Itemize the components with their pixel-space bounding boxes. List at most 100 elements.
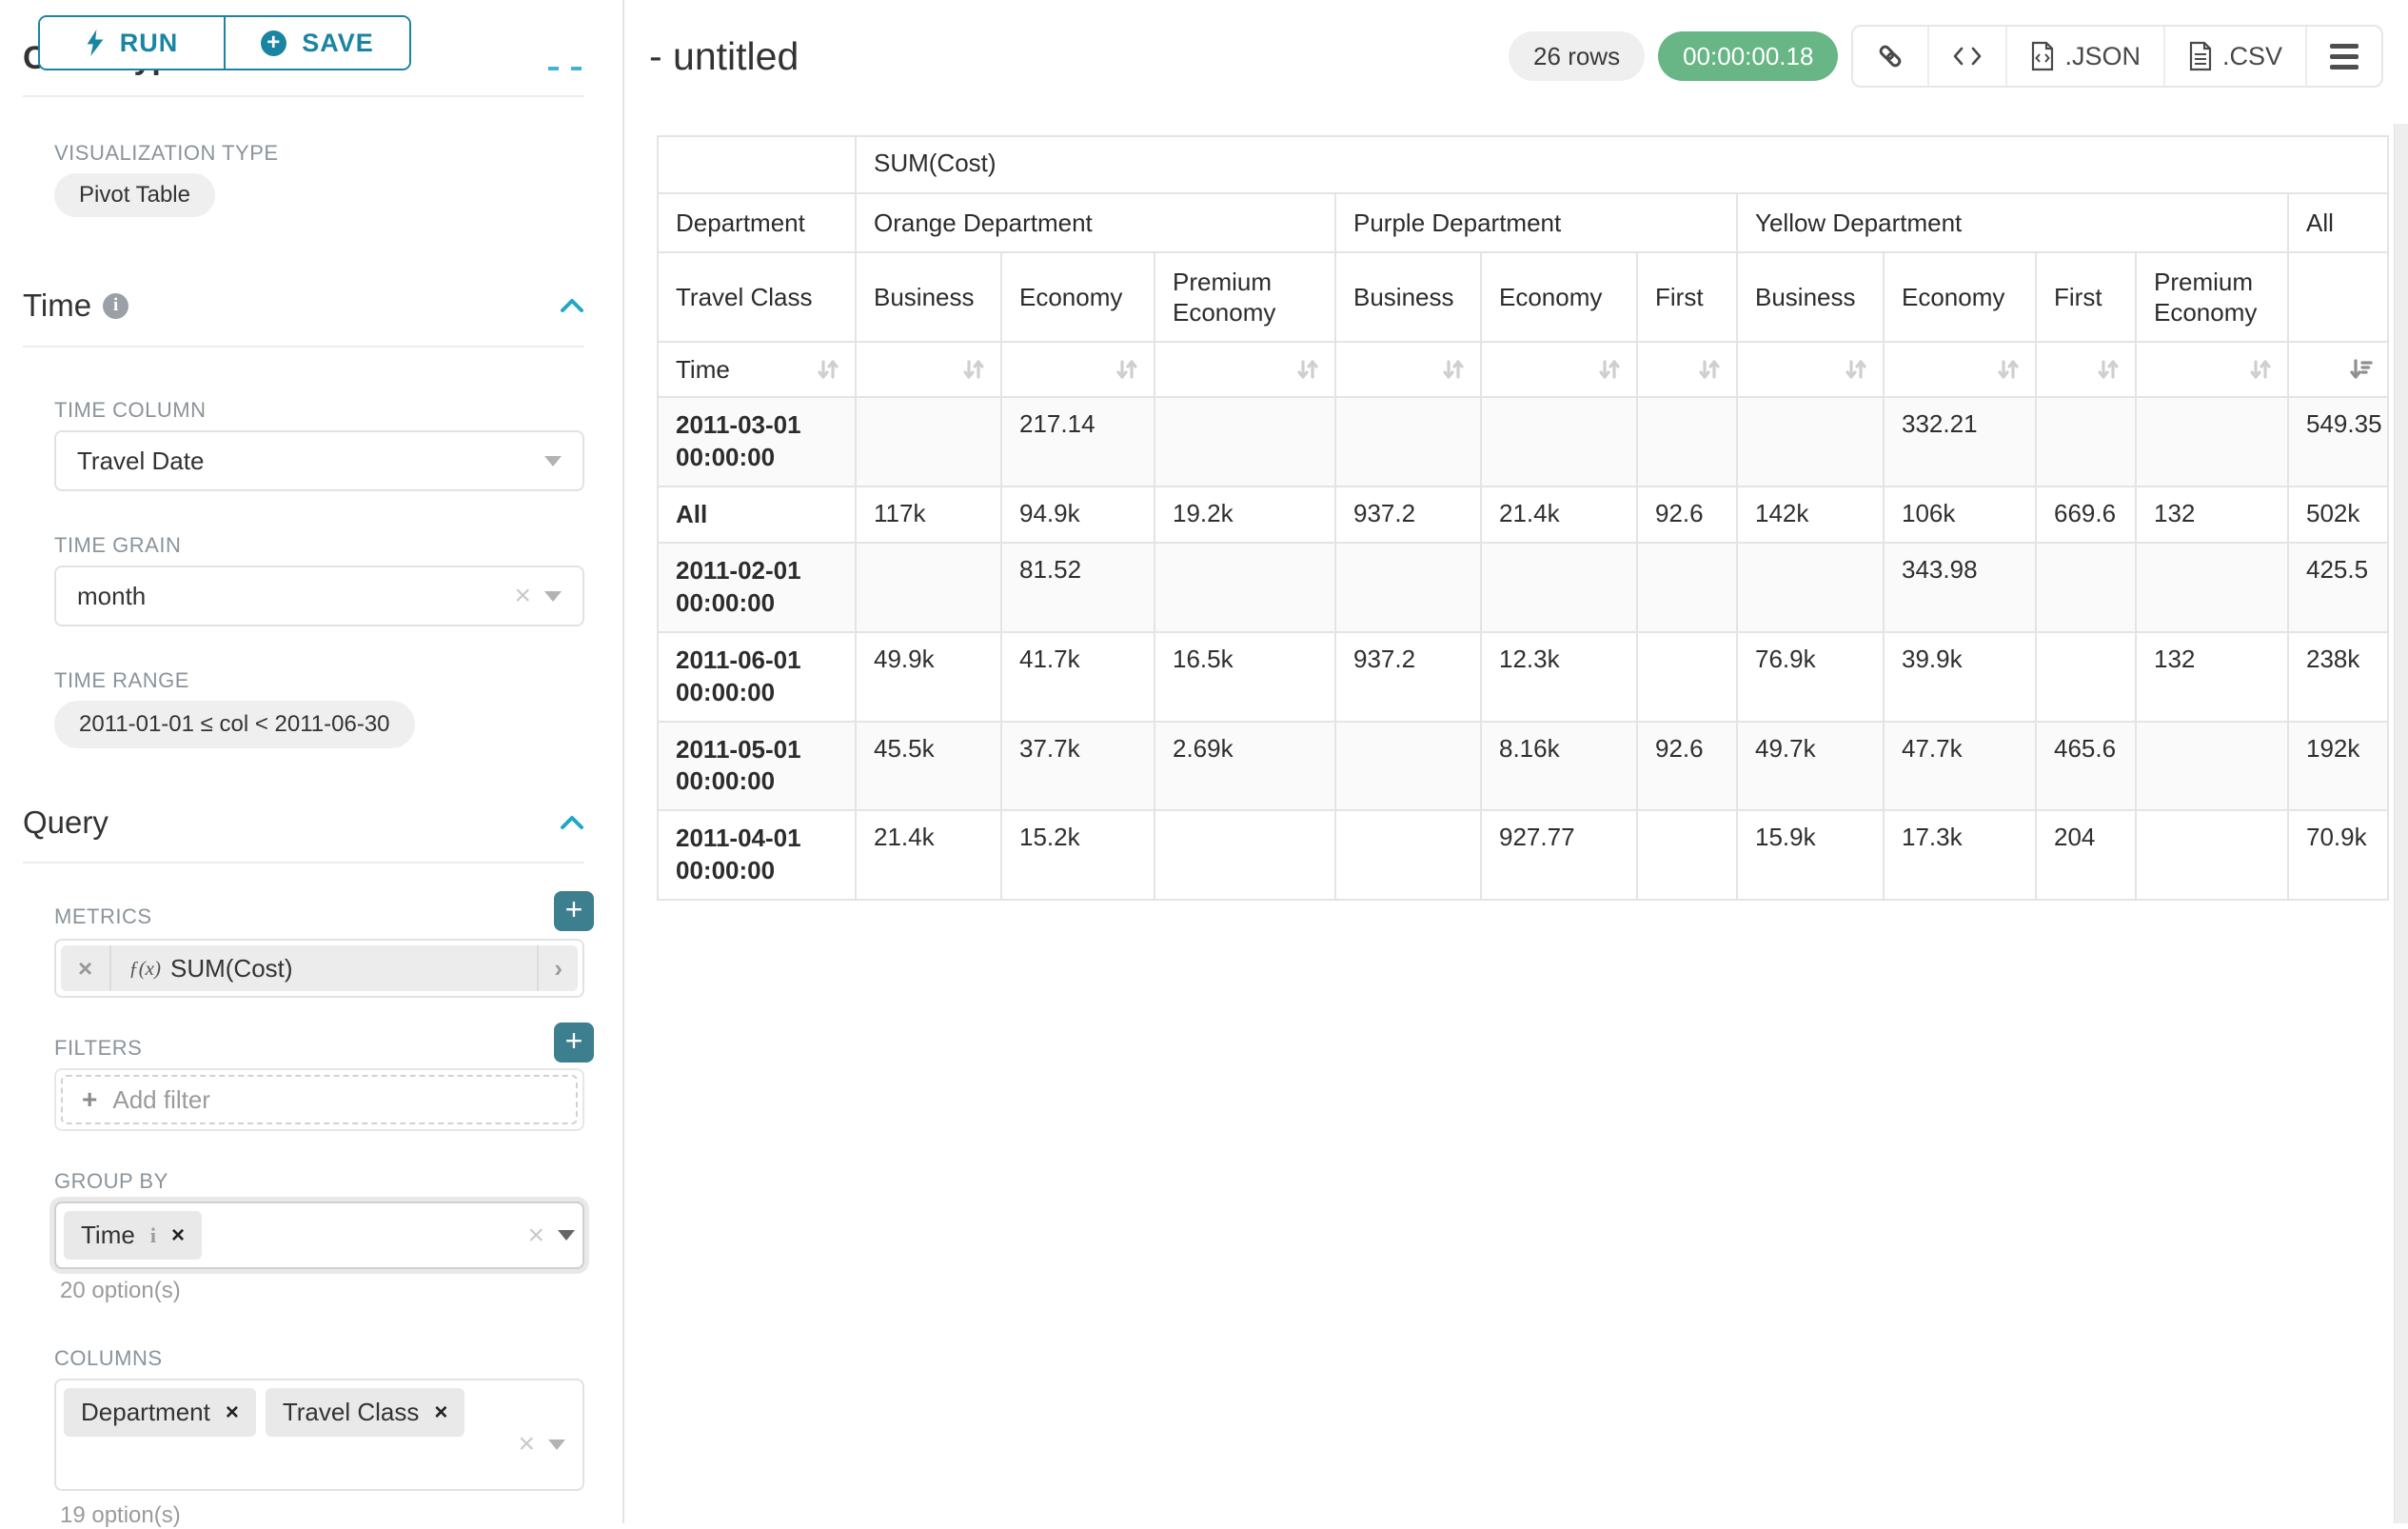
chevron-down-icon[interactable]	[548, 1439, 565, 1450]
table-cell: 16.5k	[1154, 630, 1336, 723]
sort-desc-icon[interactable]	[2347, 356, 2374, 383]
table-cell	[2135, 809, 2289, 901]
sort-header[interactable]	[1736, 341, 1885, 398]
sort-header[interactable]	[2135, 341, 2289, 398]
sort-header[interactable]	[2286, 341, 2390, 398]
chevron-down-icon[interactable]	[544, 590, 562, 602]
row-header-cell: 2011-06-01 00:00:00	[657, 630, 857, 723]
sort-header[interactable]	[1480, 341, 1638, 398]
menu-button[interactable]	[2305, 27, 2381, 86]
clipped-accent-mark	[571, 67, 582, 70]
time-range-pill[interactable]: 2011-01-01 ≤ col < 2011-06-30	[54, 701, 415, 748]
row-header-cell: 2011-04-01 00:00:00	[657, 809, 857, 901]
time-grain-select[interactable]: month ×	[54, 566, 584, 626]
sort-arrows-icon[interactable]	[960, 356, 987, 383]
run-button-label: RUN	[119, 28, 179, 57]
save-button[interactable]: + SAVE	[224, 17, 409, 69]
view-query-button[interactable]	[1927, 27, 2005, 86]
query-timer-badge: 00:00:00.18	[1658, 31, 1839, 81]
chevron-down-icon[interactable]	[544, 455, 562, 467]
file-code-icon	[2030, 41, 2055, 71]
sort-arrows-icon[interactable]	[1114, 356, 1140, 383]
time-section-title: Time	[23, 288, 92, 323]
remove-metric-icon[interactable]: ×	[61, 945, 112, 991]
remove-chip-icon[interactable]: ×	[170, 1221, 185, 1248]
viz-type-pill[interactable]: Pivot Table	[54, 173, 215, 217]
sort-header[interactable]	[2035, 341, 2137, 398]
table-cell: 927.77	[1480, 809, 1638, 901]
time-range-label: TIME RANGE	[54, 668, 189, 692]
chart-title[interactable]: - untitled	[649, 33, 799, 78]
table-cell: 425.5	[2286, 542, 2390, 633]
column-group-header: Yellow Department	[1736, 192, 2289, 253]
columns-chip[interactable]: Department ×	[64, 1388, 256, 1437]
sort-arrows-icon[interactable]	[1596, 356, 1623, 383]
chevron-down-icon[interactable]	[558, 1230, 575, 1241]
table-cell	[2035, 396, 2137, 487]
sort-header[interactable]	[1000, 341, 1155, 398]
share-link-button[interactable]	[1853, 27, 1927, 86]
row-dimension-header: Department	[657, 192, 857, 253]
sort-arrows-icon[interactable]	[2247, 356, 2274, 383]
time-column-select[interactable]: Travel Date ×	[54, 430, 584, 491]
add-filter-plus-button[interactable]: +	[554, 1023, 594, 1062]
time-column-label: TIME COLUMN	[54, 398, 207, 422]
sort-header[interactable]	[1883, 341, 2037, 398]
chart-panel: - untitled 26 rows 00:00:00.18	[624, 0, 2408, 1523]
sort-header[interactable]	[855, 341, 1002, 398]
table-cell	[2135, 542, 2289, 633]
columns-chip[interactable]: Travel Class ×	[265, 1388, 465, 1437]
query-section-title: Query	[23, 804, 109, 840]
table-cell: 76.9k	[1736, 630, 1885, 723]
table-cell: 204	[2035, 809, 2137, 901]
sort-arrows-icon[interactable]	[815, 356, 841, 383]
table-cell: 41.7k	[1000, 630, 1155, 723]
add-metric-button[interactable]: +	[554, 891, 594, 931]
export-json-button[interactable]: .JSON	[2005, 27, 2163, 86]
export-csv-button[interactable]: .CSV	[2162, 27, 2305, 86]
run-button[interactable]: RUN	[40, 17, 224, 69]
table-cell: 49.9k	[855, 630, 1002, 723]
clear-icon[interactable]: ×	[514, 580, 531, 611]
table-cell: 49.7k	[1736, 720, 1885, 812]
table-cell: 669.6	[2035, 485, 2137, 545]
columns-select[interactable]: Department × Travel Class × ×	[54, 1379, 584, 1491]
sort-header[interactable]	[1636, 341, 1738, 398]
export-button-group: .JSON .CSV	[1851, 25, 2383, 88]
chevron-up-icon[interactable]	[560, 297, 584, 314]
group-by-select[interactable]: Time i × ×	[54, 1201, 584, 1269]
sort-header[interactable]	[1154, 341, 1336, 398]
group-by-chip[interactable]: Time i ×	[64, 1211, 202, 1260]
run-save-button-group: RUN + SAVE	[38, 15, 411, 70]
chip-label: Time	[81, 1221, 135, 1249]
table-cell	[855, 542, 1002, 633]
sort-arrows-icon[interactable]	[1294, 356, 1321, 383]
table-row: 2011-02-01 00:00:00 81.52 343.98 425.5	[657, 542, 2390, 633]
table-cell	[1736, 542, 1885, 633]
sort-arrows-icon[interactable]	[1995, 356, 2022, 383]
info-icon[interactable]: i	[103, 292, 129, 319]
chevron-up-icon[interactable]	[560, 814, 584, 831]
chip-label: Department	[81, 1398, 210, 1426]
metrics-container: × ƒ(x) SUM(Cost) ›	[54, 939, 584, 998]
remove-chip-icon[interactable]: ×	[225, 1399, 239, 1425]
clear-icon[interactable]: ×	[527, 1219, 544, 1251]
table-cell	[2035, 630, 2137, 723]
sort-header[interactable]	[1334, 341, 1482, 398]
sort-arrows-icon[interactable]	[1843, 356, 1869, 383]
table-cell	[1334, 542, 1482, 633]
table-cell: 39.9k	[1883, 630, 2037, 723]
time-sort-header[interactable]: Time	[657, 341, 857, 398]
add-filter-button[interactable]: + Add filter	[61, 1075, 578, 1124]
column-header: Business	[1334, 251, 1482, 343]
scrollbar[interactable]	[2394, 124, 2408, 1523]
clear-icon[interactable]: ×	[518, 1428, 535, 1460]
table-cell: 465.6	[2035, 720, 2137, 812]
metric-chip[interactable]: × ƒ(x) SUM(Cost) ›	[61, 945, 578, 991]
sort-arrows-icon[interactable]	[2095, 356, 2122, 383]
sort-arrows-icon[interactable]	[1696, 356, 1723, 383]
remove-chip-icon[interactable]: ×	[434, 1399, 448, 1425]
sort-arrows-icon[interactable]	[1440, 356, 1467, 383]
info-icon[interactable]: i	[149, 1222, 156, 1247]
chevron-right-icon[interactable]: ›	[537, 945, 578, 991]
